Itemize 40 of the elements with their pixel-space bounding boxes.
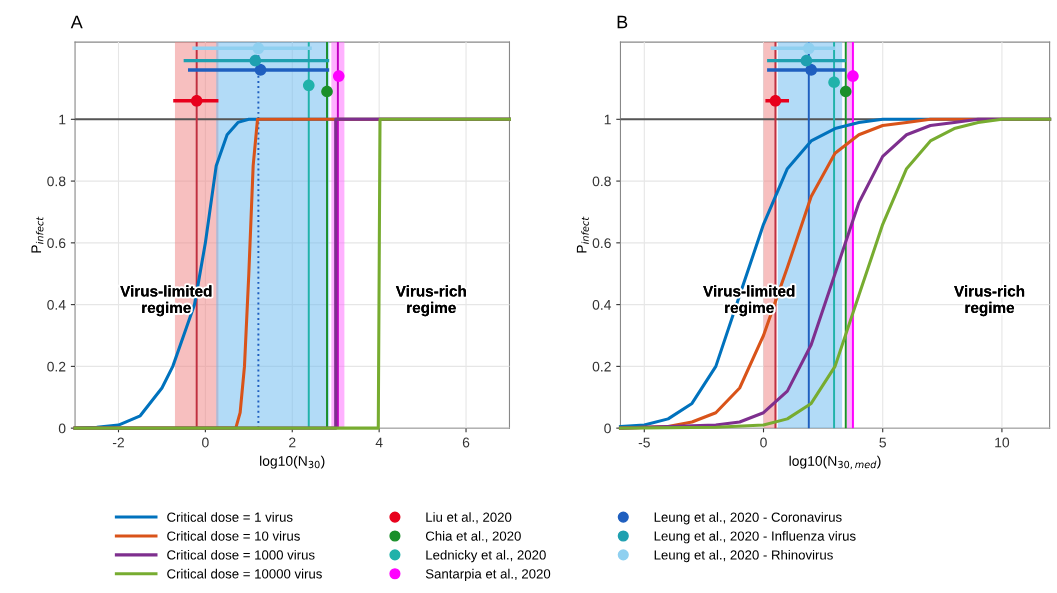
x-tick-label: 0 xyxy=(760,437,767,448)
legend-label: Leung et al., 2020 - Influenza virus xyxy=(654,531,856,544)
chart-title: A xyxy=(70,15,83,29)
annotation: Virus-rich regime xyxy=(395,285,466,317)
x-axis-title: log10(N$_{30}$) xyxy=(260,455,325,469)
legend-label: Leung et al., 2020 - Rhinovirus xyxy=(654,549,833,563)
y-axis-title: P$_{infect}$ xyxy=(576,216,589,253)
y-tick-label: 0.4 xyxy=(592,299,612,310)
legend-label: Liu et al., 2020 xyxy=(426,512,512,524)
y-tick-label: 0.8 xyxy=(592,176,611,187)
annotation: Virus-rich regime xyxy=(954,285,1025,317)
chart-title: B xyxy=(617,15,628,29)
y-tick-label: 0 xyxy=(58,423,66,434)
x-tick-label: 4 xyxy=(375,437,383,448)
legend-label: Santarpia et al., 2020 xyxy=(425,568,551,582)
legend-label: Critical dose = 1 virus xyxy=(167,512,293,522)
y-tick-label: 0.6 xyxy=(47,238,66,249)
legend-label: Leung et al., 2020 - Coronavirus xyxy=(654,512,842,525)
y-tick-label: 0.2 xyxy=(47,361,66,372)
legend-label: Critical dose = 10 virus xyxy=(167,531,300,541)
x-tick-label: 6 xyxy=(462,437,470,448)
x-tick-label: -5 xyxy=(638,437,650,448)
x-tick-label: -2 xyxy=(112,437,124,448)
y-tick-label: 1 xyxy=(604,114,611,125)
y-axis-title: P$_{infect}$ xyxy=(31,216,44,253)
y-tick-label: 0.4 xyxy=(47,299,66,310)
y-tick-label: 0.6 xyxy=(592,238,611,249)
legend-label: Lednicky et al., 2020 xyxy=(426,549,546,563)
x-tick-label: 5 xyxy=(879,437,886,448)
y-tick-label: 0 xyxy=(604,423,611,434)
x-axis-title: log10(N$_{30,med}$) xyxy=(789,455,881,470)
legend-label: Chia et al., 2020 xyxy=(425,531,521,543)
x-tick-label: 0 xyxy=(202,437,209,448)
y-tick-label: 1 xyxy=(59,114,66,125)
y-tick-label: 0.2 xyxy=(592,361,611,372)
x-tick-label: 2 xyxy=(289,437,296,448)
y-tick-label: 0.8 xyxy=(47,176,66,187)
legend-label: Critical dose = 10000 virus xyxy=(167,568,322,579)
x-tick-label: 10 xyxy=(995,437,1010,448)
legend-label: Critical dose = 1000 virus xyxy=(167,549,315,560)
